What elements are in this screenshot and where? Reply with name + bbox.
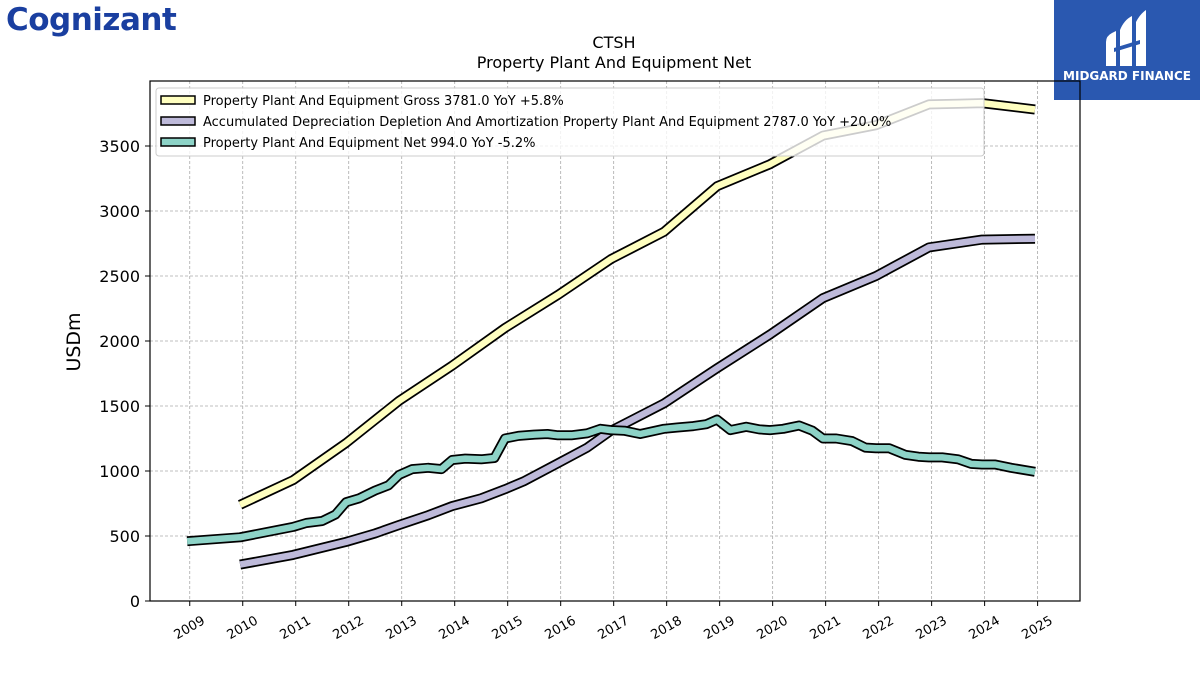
y-tick-label: 500 — [109, 527, 140, 546]
x-tick-label: 2009 — [172, 613, 208, 643]
series-lines — [186, 98, 1036, 570]
series-outline-0 — [237, 98, 1036, 510]
y-tick-label: 3500 — [99, 137, 140, 156]
x-tick-label: 2023 — [913, 613, 949, 643]
y-tick-label: 2000 — [99, 332, 140, 351]
x-tick-label: 2019 — [701, 613, 737, 643]
legend-swatch-0 — [160, 95, 196, 105]
x-tick-label: 2010 — [225, 613, 261, 643]
x-tick-label: 2017 — [596, 613, 632, 643]
x-tick-label: 2025 — [1019, 613, 1055, 643]
y-tick-label: 0 — [130, 592, 140, 611]
legend-label-2: Property Plant And Equipment Net 994.0 Y… — [203, 136, 536, 151]
midgard-finance-label: MIDGARD FINANCE — [1063, 69, 1191, 83]
series-outline-1 — [239, 233, 1036, 570]
x-tick-label: 2020 — [754, 613, 790, 643]
y-axis-label: USDm — [63, 312, 85, 371]
series-line-0 — [238, 99, 1036, 508]
x-tick-label: 2016 — [543, 613, 579, 643]
legend-box — [155, 87, 985, 157]
x-tick-label: 2018 — [649, 613, 685, 643]
x-tick-label: 2021 — [807, 613, 843, 643]
x-tick-label: 2013 — [384, 613, 420, 643]
x-tick-label: 2024 — [966, 613, 1002, 643]
x-tick-label: 2012 — [331, 613, 367, 643]
legend-label-1: Accumulated Depreciation Depletion And A… — [203, 115, 891, 130]
y-tick-label: 1500 — [99, 397, 140, 416]
midgard-finance-logo: MIDGARD FINANCE — [1054, 0, 1200, 100]
chart-subtitle: Property Plant And Equipment Net — [477, 53, 752, 72]
legend: Property Plant And Equipment Gross 3781.… — [155, 87, 985, 157]
x-tick-label: 2015 — [490, 613, 526, 643]
cognizant-logo: Cognizant — [6, 2, 177, 38]
chart-title: CTSH — [592, 33, 635, 52]
y-tick-label: 1000 — [99, 462, 140, 481]
y-tick-label: 3000 — [99, 202, 140, 221]
legend-swatch-2 — [160, 137, 196, 147]
x-tick-label: 2022 — [860, 613, 896, 643]
x-tick-label: 2014 — [437, 613, 473, 643]
x-tick-label: 2011 — [278, 613, 314, 643]
y-axis: 0 500 1000 1500 2000 2500 3000 3500 — [99, 137, 150, 611]
midgard-emblem-icon — [1106, 10, 1146, 66]
x-axis: 2009 2010 2011 2012 2013 2014 2015 2016 2017 2018… — [172, 601, 1056, 643]
series-line-1 — [239, 235, 1036, 568]
legend-swatch-1 — [160, 116, 196, 126]
legend-label-0: Property Plant And Equipment Gross 3781.… — [203, 94, 564, 109]
y-tick-label: 2500 — [99, 267, 140, 286]
series-line-2 — [186, 416, 1036, 545]
